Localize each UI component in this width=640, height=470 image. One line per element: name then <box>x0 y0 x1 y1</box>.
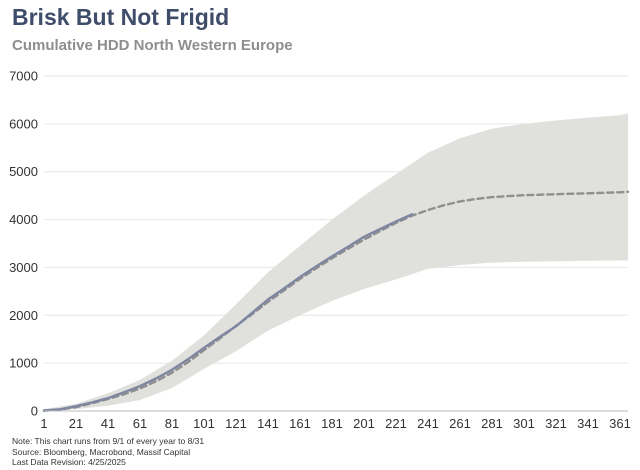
y-tick-label: 3000 <box>9 260 38 275</box>
y-tick-label: 4000 <box>9 212 38 227</box>
x-tick-label: 161 <box>289 416 311 431</box>
chart-footer: Note: This chart runs from 9/1 of every … <box>12 436 204 468</box>
range-band <box>44 113 628 412</box>
chart-title: Brisk But Not Frigid <box>12 4 230 30</box>
y-tick-label: 2000 <box>9 308 38 323</box>
x-tick-label: 181 <box>321 416 343 431</box>
chart-subtitle: Cumulative HDD North Western Europe <box>12 37 293 54</box>
y-tick-label: 5000 <box>9 164 38 179</box>
series-line-current <box>42 213 414 412</box>
x-tick-label: 341 <box>577 416 599 431</box>
y-tick-label: 0 <box>31 404 38 419</box>
x-tick-label: 141 <box>257 416 279 431</box>
x-tick-label: 301 <box>513 416 535 431</box>
x-tick-label: 61 <box>133 416 147 431</box>
x-tick-label: 221 <box>385 416 407 431</box>
x-tick-label: 21 <box>69 416 83 431</box>
x-tick-label: 321 <box>545 416 567 431</box>
y-tick-label: 1000 <box>9 356 38 371</box>
y-tick-label: 6000 <box>9 116 38 131</box>
x-tick-label: 1 <box>40 416 47 431</box>
y-tick-label: 7000 <box>9 69 38 84</box>
x-tick-label: 101 <box>193 416 215 431</box>
x-tick-label: 121 <box>225 416 247 431</box>
x-tick-label: 241 <box>417 416 439 431</box>
x-tick-label: 261 <box>449 416 471 431</box>
x-tick-label: 201 <box>353 416 375 431</box>
footer-note: Note: This chart runs from 9/1 of every … <box>12 436 205 446</box>
x-tick-label: 281 <box>481 416 503 431</box>
x-tick-label: 361 <box>609 416 631 431</box>
x-tick-label: 41 <box>101 416 115 431</box>
footer-revision: Last Data Revision: 4/25/2025 <box>12 457 126 467</box>
range-band-layer <box>44 113 628 412</box>
series-layer <box>42 190 630 412</box>
series-line-average <box>42 190 630 412</box>
x-tick-label: 81 <box>165 416 179 431</box>
footer-source: Source: Bloomberg, Macrobond, Massif Cap… <box>12 446 191 457</box>
